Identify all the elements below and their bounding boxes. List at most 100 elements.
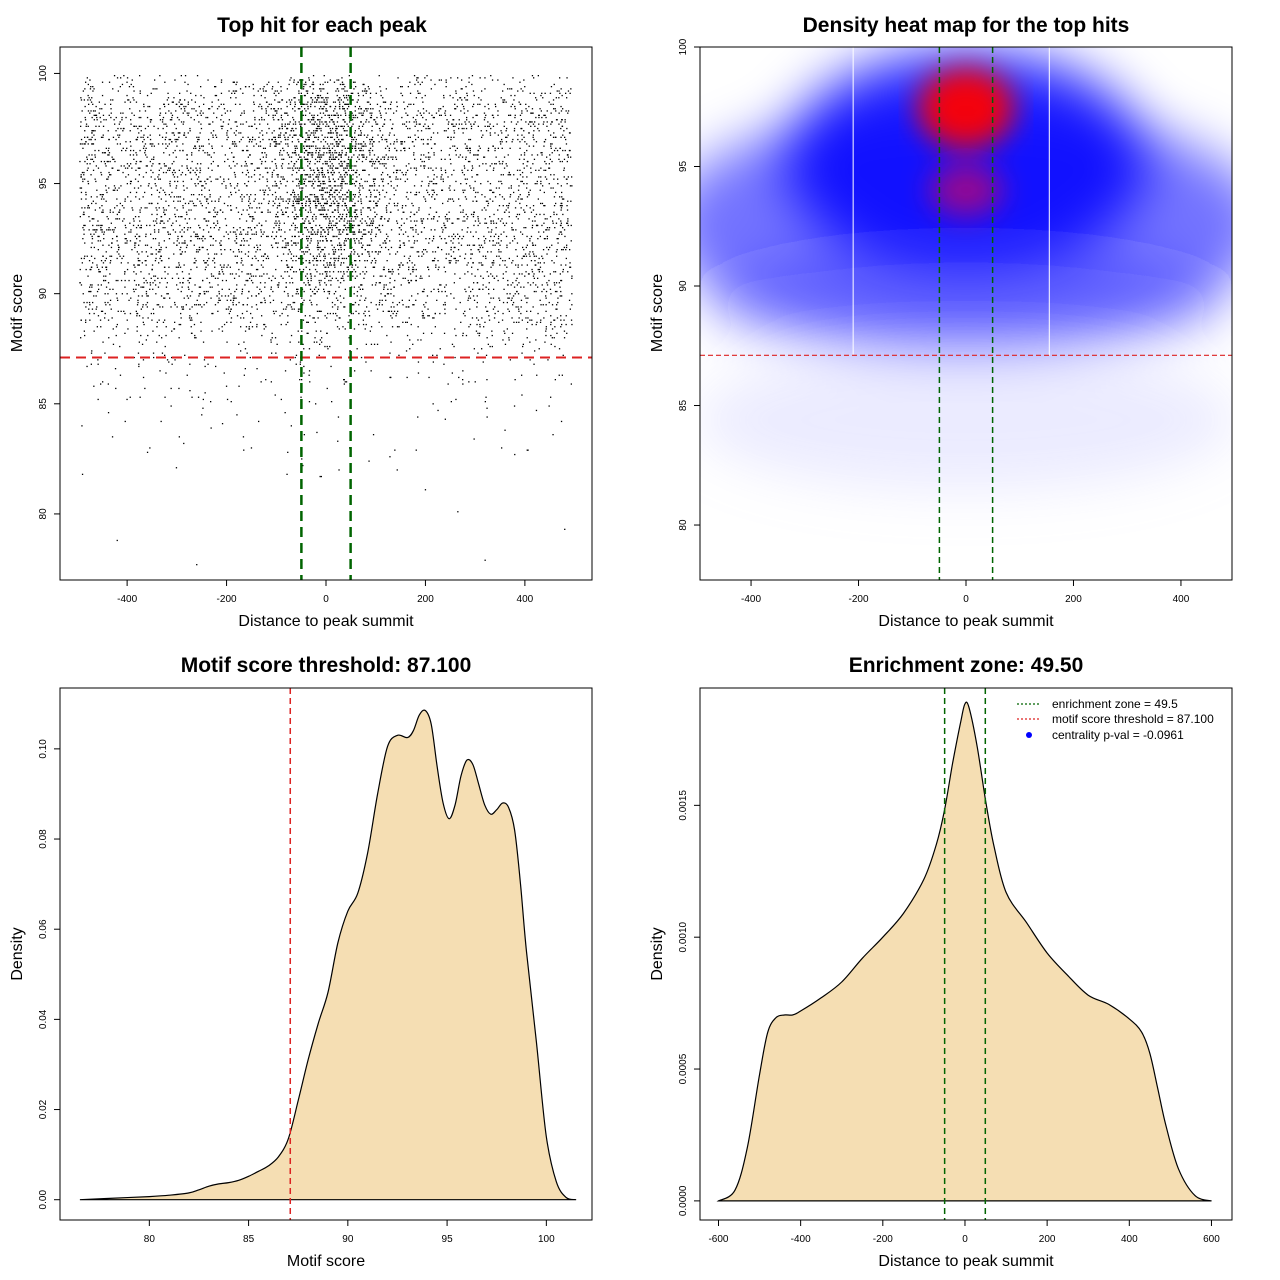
scatter-point (491, 334, 493, 337)
scatter-point (130, 123, 132, 125)
scatter-point (480, 130, 482, 132)
scatter-point (215, 94, 218, 97)
scatter-point (256, 286, 258, 288)
scatter-point (255, 295, 257, 297)
scatter-point (136, 251, 138, 253)
scatter-point (403, 255, 406, 257)
scatter-point (126, 94, 128, 97)
scatter-point (218, 297, 220, 299)
scatter-point (302, 464, 304, 467)
scatter-point (87, 143, 89, 145)
scatter-point (307, 321, 309, 323)
scatter-point (282, 211, 284, 213)
scatter-point (492, 297, 495, 299)
scatter-point (248, 244, 250, 246)
scatter-point (509, 174, 512, 176)
scatter-point (431, 180, 433, 183)
scatter-point (493, 262, 495, 264)
scatter-point (567, 90, 570, 92)
scatter-point (308, 401, 311, 403)
scatter-point (298, 341, 300, 343)
scatter-point (307, 211, 309, 213)
scatter-point (137, 167, 139, 169)
scatter-point (541, 290, 543, 293)
scatter-point (164, 105, 166, 108)
scatter-point (122, 130, 124, 132)
scatter-point (331, 194, 333, 196)
scatter-point (137, 127, 139, 130)
scatter-point (553, 132, 555, 134)
scatter-point (490, 235, 492, 238)
scatter-point (308, 370, 311, 372)
scatter-point (302, 207, 305, 209)
scatter-point (87, 83, 89, 86)
scatter-point (228, 196, 230, 198)
scatter-point (106, 160, 108, 163)
scatter-point (438, 266, 440, 268)
scatter-point (209, 211, 211, 213)
scatter-point (371, 158, 373, 160)
scatter-point (354, 251, 356, 253)
scatter-point (387, 235, 389, 238)
scatter-point (90, 246, 92, 249)
scatter-point (358, 196, 360, 198)
scatter-point (495, 233, 497, 235)
scatter-point (348, 75, 350, 77)
scatter-point (171, 363, 173, 365)
scatter-point (412, 343, 414, 345)
scatter-point (382, 310, 384, 312)
scatter-point (458, 376, 460, 379)
scatter-point (496, 242, 498, 244)
scatter-point (467, 216, 469, 218)
scatter-point (262, 90, 265, 92)
scatter-point (473, 348, 475, 350)
scatter-point (388, 268, 390, 271)
scatter-point (90, 363, 92, 365)
scatter-point (117, 249, 120, 251)
scatter-point (303, 372, 305, 374)
scatter-point (414, 264, 416, 266)
scatter-point (250, 312, 252, 315)
scatter-point (451, 123, 453, 125)
scatter-point (462, 332, 464, 334)
scatter-point (264, 97, 266, 99)
scatter-point (253, 174, 256, 176)
scatter-point (262, 88, 264, 90)
scatter-point (332, 154, 334, 156)
scatter-point (305, 275, 307, 277)
scatter-point (92, 229, 94, 231)
scatter-point (526, 328, 528, 330)
scatter-point (474, 180, 476, 183)
scatter-point (536, 321, 538, 323)
scatter-point (209, 235, 211, 238)
scatter-point (553, 83, 555, 86)
scatter-point (447, 383, 449, 385)
scatter-point (351, 224, 353, 227)
scatter-point (524, 86, 526, 88)
scatter-point (162, 189, 164, 191)
scatter-point (389, 456, 391, 458)
scatter-point (324, 246, 326, 249)
scatter-point (222, 121, 225, 123)
scatter-point (437, 132, 439, 134)
scatter-point (486, 407, 488, 409)
scatter-point (403, 101, 405, 103)
scatter-point (494, 312, 496, 315)
scatter-point (533, 273, 535, 275)
scatter-point (150, 119, 153, 121)
scatter-point (502, 312, 504, 315)
scatter-point (527, 282, 529, 284)
scatter-point (431, 114, 433, 116)
scatter-point (178, 169, 180, 171)
scatter-point (183, 108, 186, 110)
scatter-point (501, 196, 504, 198)
scatter-point (344, 224, 346, 227)
scatter-point (169, 185, 171, 187)
scatter-point (162, 116, 165, 119)
scatter-point (390, 108, 392, 110)
scatter-point (181, 235, 183, 238)
scatter-point (335, 132, 338, 134)
scatter-point (472, 200, 474, 202)
scatter-point (145, 260, 147, 262)
scatter-point (338, 286, 340, 288)
